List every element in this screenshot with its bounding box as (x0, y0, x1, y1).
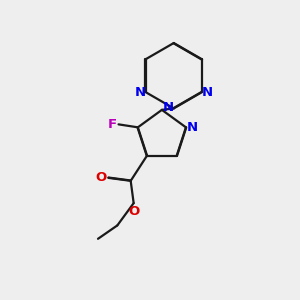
Text: N: N (163, 101, 174, 114)
Text: F: F (107, 118, 117, 131)
Text: N: N (202, 85, 213, 98)
Text: N: N (135, 85, 146, 98)
Text: O: O (95, 171, 106, 184)
Text: N: N (187, 121, 198, 134)
Text: O: O (128, 205, 139, 218)
